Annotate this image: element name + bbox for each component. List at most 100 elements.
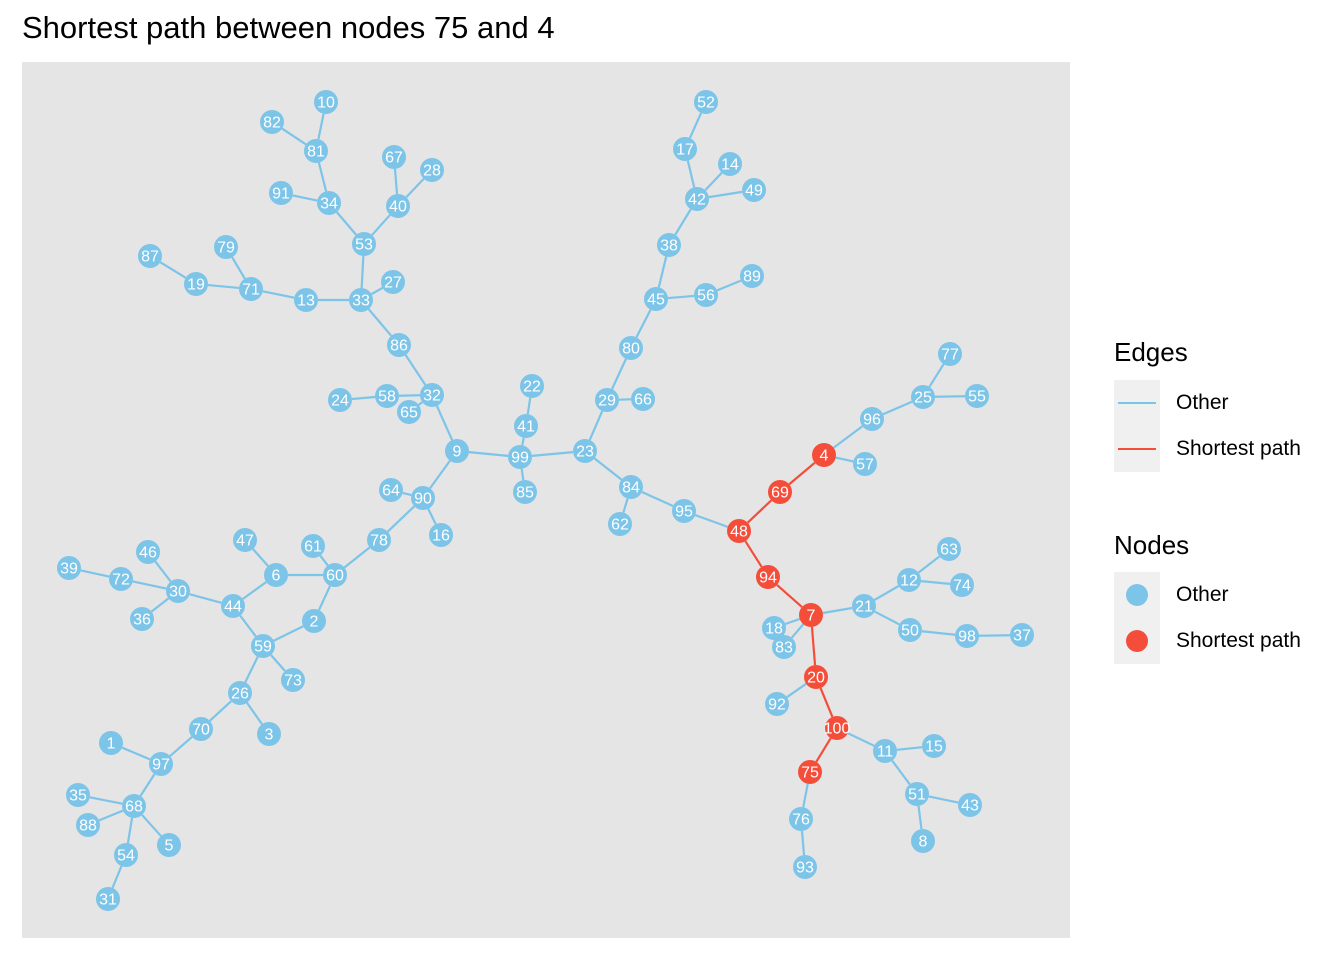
node-49: 49 [742, 178, 766, 202]
node-label-68: 68 [125, 799, 143, 816]
node-74: 74 [950, 573, 974, 597]
edge-49-42 [708, 190, 743, 199]
node-80: 80 [619, 336, 643, 360]
node-circle-7 [799, 603, 823, 627]
node-label-100: 100 [824, 721, 851, 738]
node-circle-36 [130, 607, 154, 631]
edge-9-99 [468, 451, 509, 457]
node-label-22: 22 [523, 379, 541, 396]
node-label-91: 91 [272, 186, 290, 203]
edge-51-8 [917, 805, 923, 830]
node-label-66: 66 [634, 392, 652, 409]
edge-26-70 [209, 700, 232, 722]
node-label-5: 5 [165, 838, 174, 855]
node-label-71: 71 [242, 282, 260, 299]
node-label-87: 87 [141, 249, 159, 266]
node-label-26: 26 [231, 686, 249, 703]
node-93: 93 [793, 855, 817, 879]
edge-90-16 [427, 508, 437, 525]
edge-23-84 [593, 457, 623, 481]
edge-70-97 [169, 736, 193, 757]
node-label-25: 25 [914, 390, 932, 407]
node-24: 24 [328, 388, 352, 412]
node-label-48: 48 [730, 524, 748, 541]
node-label-20: 20 [807, 670, 825, 687]
node-63: 63 [937, 537, 961, 561]
edge-45-56 [667, 294, 695, 300]
node-circle-72 [109, 567, 133, 591]
edge-7-83 [790, 623, 805, 639]
node-circle-69 [768, 480, 792, 504]
node-label-79: 79 [217, 240, 235, 257]
node-circle-22 [520, 374, 544, 398]
edge-4-57 [835, 456, 854, 463]
node-76: 76 [789, 807, 813, 831]
edge-84-62 [622, 498, 629, 513]
node-circle-14 [718, 152, 742, 176]
node-label-97: 97 [152, 757, 170, 774]
edge-26-3 [246, 702, 263, 725]
edge-69-48 [746, 499, 773, 524]
node-label-14: 14 [721, 157, 739, 174]
edge-25-96 [882, 400, 913, 416]
node-label-6: 6 [272, 568, 281, 585]
node-label-76: 76 [792, 812, 810, 829]
node-48: 48 [727, 519, 751, 543]
node-label-81: 81 [307, 144, 325, 161]
edge-54-31 [111, 865, 123, 889]
node-circle-11 [873, 739, 897, 763]
node-82: 82 [260, 110, 284, 134]
node-circle-10 [314, 90, 338, 114]
node-label-74: 74 [953, 578, 971, 595]
node-78: 78 [367, 528, 391, 552]
node-label-94: 94 [759, 570, 777, 587]
node-circle-28 [420, 158, 444, 182]
node-circle-49 [742, 178, 766, 202]
node-circle-74 [950, 573, 974, 597]
node-circle-48 [727, 519, 751, 543]
edge-68-5 [141, 814, 162, 837]
edge-20-92 [786, 682, 807, 699]
edge-52-17 [688, 112, 703, 139]
edge-41-99 [521, 437, 525, 446]
node-label-9: 9 [453, 444, 462, 461]
node-label-59: 59 [254, 639, 272, 656]
edge-30-44 [189, 593, 222, 604]
node-29: 29 [595, 388, 619, 412]
node-circle-80 [619, 336, 643, 360]
edge-72-30 [132, 580, 167, 590]
node-circle-55 [965, 384, 989, 408]
node-label-15: 15 [925, 739, 943, 756]
node-73: 73 [281, 668, 305, 692]
node-label-32: 32 [423, 388, 441, 405]
node-label-46: 46 [139, 545, 157, 562]
node-circle-70 [189, 717, 213, 741]
node-53: 53 [352, 232, 376, 256]
node-label-40: 40 [389, 199, 407, 216]
edges-layer [80, 112, 1011, 889]
node-label-21: 21 [855, 599, 873, 616]
node-9: 9 [445, 439, 469, 463]
node-87: 87 [138, 244, 162, 268]
edge-87-19 [159, 261, 187, 279]
node-circle-39 [57, 556, 81, 580]
legend-edges-title: Edges [1114, 337, 1188, 367]
node-circle-96 [860, 407, 884, 431]
node-label-70: 70 [192, 722, 210, 739]
node-label-36: 36 [133, 612, 151, 629]
node-label-53: 53 [355, 237, 373, 254]
node-label-45: 45 [647, 292, 665, 309]
legend-edges-label-other: Other [1176, 391, 1229, 414]
node-label-28: 28 [423, 163, 441, 180]
edge-47-6 [252, 548, 269, 567]
node-label-84: 84 [622, 480, 640, 497]
node-circle-26 [228, 681, 252, 705]
edge-79-71 [231, 256, 246, 280]
node-circle-32 [420, 383, 444, 407]
node-55: 55 [965, 384, 989, 408]
node-label-39: 39 [60, 561, 78, 578]
node-41: 41 [514, 414, 538, 438]
node-circle-3 [257, 722, 281, 746]
node-circle-47 [233, 528, 257, 552]
node-90: 90 [411, 486, 435, 510]
